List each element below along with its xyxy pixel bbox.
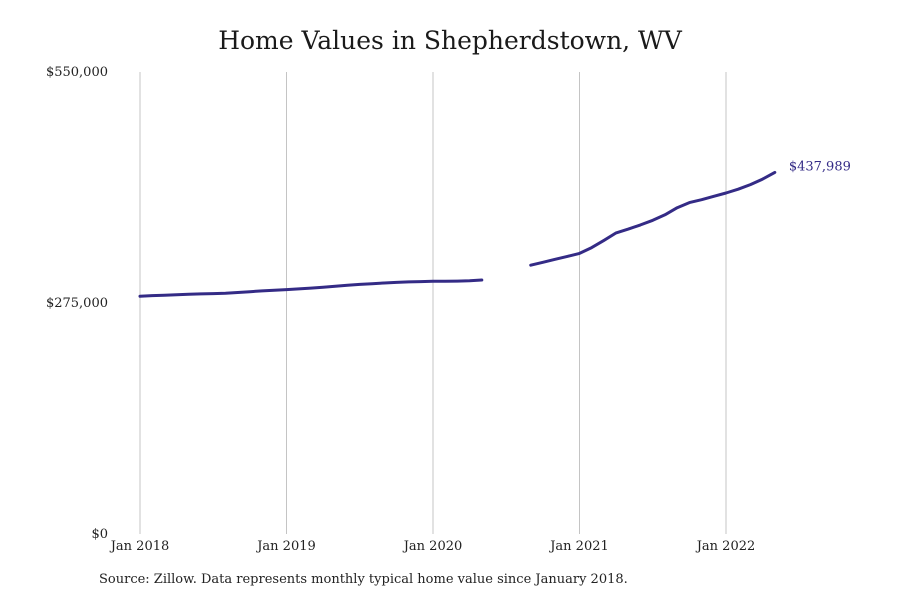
y-tick-label: $550,000	[46, 65, 108, 80]
x-tick-label: Jan 2021	[548, 539, 609, 554]
x-tick-label: Jan 2018	[109, 539, 170, 554]
chart-title: Home Values in Shepherdstown, WV	[218, 26, 682, 55]
series-line-segment	[529, 170, 777, 267]
x-axis-ticks: Jan 2018 Jan 2019 Jan 2020 Jan 2021 Jan 2022	[109, 539, 756, 554]
series-line-segment	[138, 278, 484, 298]
end-value-label: $437,989	[789, 159, 851, 174]
y-tick-label: $0	[91, 527, 108, 542]
y-axis-ticks: $0 $275,000 $550,000	[46, 65, 108, 542]
x-tick-label: Jan 2019	[255, 539, 316, 554]
y-tick-label: $275,000	[46, 296, 108, 311]
gridlines	[139, 72, 727, 534]
x-tick-label: Jan 2020	[402, 539, 463, 554]
x-tick-label: Jan 2022	[695, 539, 756, 554]
series-lines	[138, 170, 777, 298]
chart-source-note: Source: Zillow. Data represents monthly …	[99, 572, 628, 587]
